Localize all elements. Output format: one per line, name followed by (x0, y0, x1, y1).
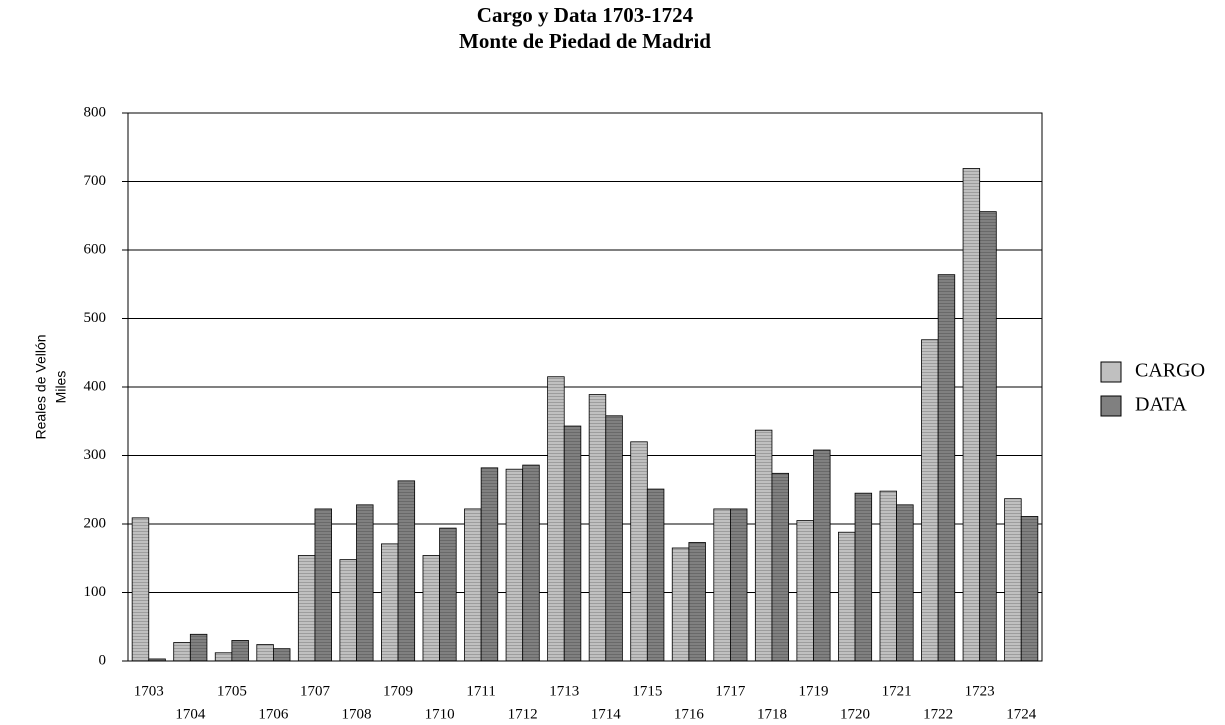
x-tick-label: 1722 (923, 706, 953, 722)
x-tick-label: 1720 (840, 706, 870, 722)
y-tick-label: 600 (84, 241, 107, 257)
bar-hatch (963, 168, 980, 662)
x-tick-label: 1714 (591, 706, 622, 722)
x-tick-label: 1713 (549, 683, 579, 699)
bar-hatch (813, 450, 831, 661)
bar-hatch (439, 528, 457, 661)
x-tick-label: 1706 (258, 706, 289, 722)
x-tick-label: 1719 (799, 683, 829, 699)
legend-label: DATA (1135, 394, 1187, 416)
bar-hatch (273, 648, 291, 661)
x-tick-label: 1709 (383, 683, 413, 699)
x-tick-label: 1721 (882, 683, 912, 699)
bar-hatch (896, 504, 914, 661)
bar-hatch (173, 642, 191, 661)
bar-hatch (564, 426, 581, 661)
bar-hatch (398, 480, 415, 661)
x-tick-label: 1707 (300, 683, 331, 699)
bar-hatch (979, 211, 997, 661)
bar-hatch (855, 493, 872, 661)
y-tick-label: 100 (84, 584, 107, 600)
y-axis-label: Reales de Vellón (33, 334, 49, 439)
x-tick-label: 1715 (632, 683, 662, 699)
x-tick-label: 1712 (508, 706, 538, 722)
x-tick-label: 1717 (715, 683, 746, 699)
bar-hatch (647, 489, 664, 661)
bar-hatch (231, 640, 249, 661)
bar-hatch (796, 520, 814, 661)
legend-swatch (1100, 395, 1122, 417)
bar-hatch (672, 547, 689, 661)
y-tick-label: 300 (84, 447, 107, 463)
bar-hatch (755, 430, 772, 661)
x-tick-label: 1718 (757, 706, 787, 722)
x-tick-label: 1716 (674, 706, 705, 722)
x-tick-label: 1711 (466, 683, 495, 699)
bar-hatch (481, 467, 498, 661)
bar-hatch (190, 634, 207, 661)
x-tick-label: 1703 (134, 683, 164, 699)
x-tick-label: 1710 (425, 706, 455, 722)
y-tick-label: 200 (84, 515, 107, 531)
bar-hatch (356, 504, 374, 661)
x-tick-label: 1704 (175, 706, 206, 722)
x-tick-label: 1724 (1006, 706, 1037, 722)
bar-hatch (605, 415, 623, 661)
bar-hatch (879, 491, 897, 661)
y-tick-label: 0 (99, 652, 107, 668)
bar-hatch (589, 394, 606, 661)
bar-hatch (771, 473, 789, 661)
x-tick-label: 1708 (342, 706, 372, 722)
y-tick-label: 500 (84, 310, 107, 326)
bar-hatch (314, 508, 332, 661)
bar-hatch (215, 652, 232, 661)
legend-label: CARGO (1135, 360, 1205, 382)
bar-hatch (506, 469, 523, 661)
bar-hatch (630, 441, 648, 661)
bar-hatch (838, 532, 856, 661)
bar-hatch (464, 508, 482, 661)
plot-frame (127, 112, 1043, 662)
bar-hatch (132, 517, 149, 661)
chart-title: Cargo y Data 1703-1724 (477, 3, 694, 27)
bar-hatch (1021, 516, 1038, 661)
bar-hatch (256, 644, 274, 661)
bar-hatch (1004, 498, 1022, 661)
legend-swatch (1100, 361, 1122, 383)
bar-hatch (148, 658, 166, 661)
bar-hatch (688, 542, 706, 661)
bar-hatch (339, 559, 357, 661)
y-axis-label: Miles (53, 371, 69, 404)
y-tick-label: 800 (84, 104, 107, 120)
bar-hatch (522, 465, 540, 661)
x-tick-label: 1723 (965, 683, 995, 699)
x-tick-label: 1705 (217, 683, 247, 699)
chart-subtitle: Monte de Piedad de Madrid (459, 29, 711, 53)
bar-hatch (381, 543, 399, 661)
bar-hatch (938, 274, 955, 661)
bar-hatch (298, 555, 315, 661)
bar-hatch (921, 339, 939, 661)
bar-hatch (713, 508, 731, 661)
y-tick-label: 400 (84, 378, 107, 394)
bar-hatch (422, 555, 440, 661)
bar-hatch (547, 376, 565, 661)
y-tick-label: 700 (84, 173, 107, 189)
bar-hatch (730, 508, 748, 661)
